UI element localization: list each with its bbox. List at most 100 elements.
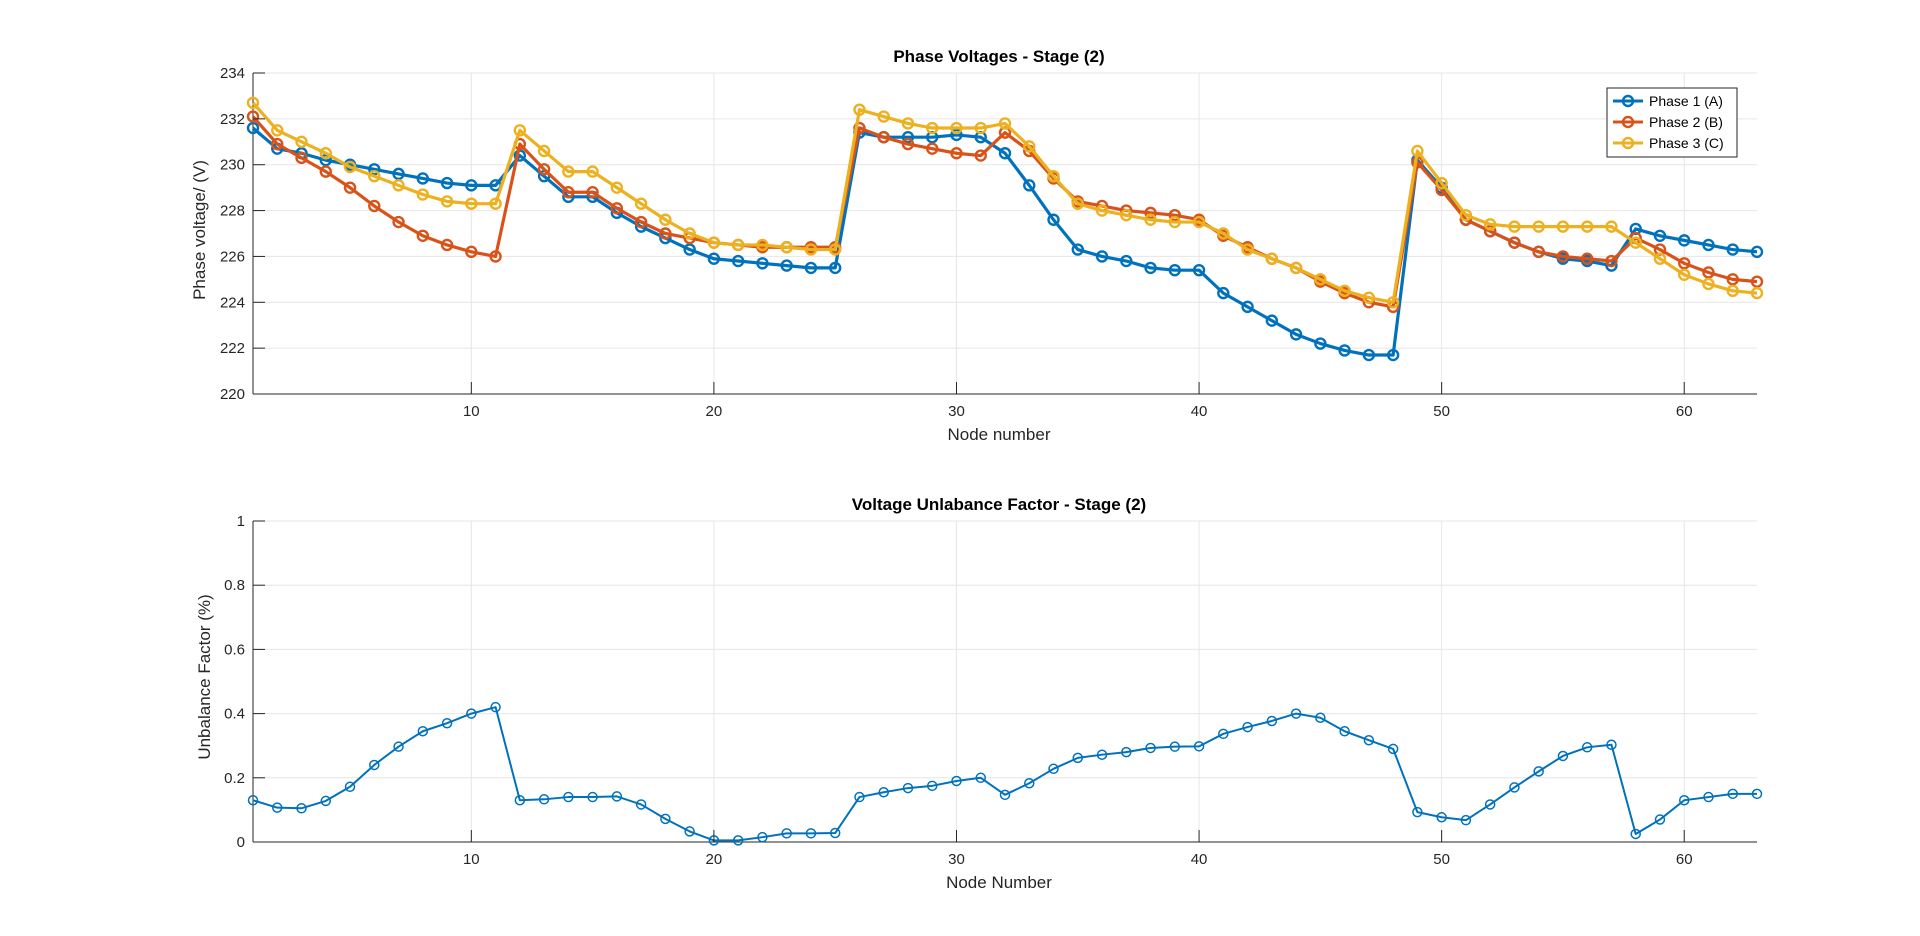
phase-voltages-y-tick-label: 220 — [220, 386, 245, 403]
unbalance-factor-x-tick-label: 60 — [1676, 851, 1693, 868]
phase-voltages-data-point — [489, 197, 502, 210]
phase-voltages-data-point — [1702, 238, 1715, 252]
phase-voltages-data-point — [537, 144, 551, 158]
phase-voltages-data-point — [343, 181, 357, 194]
unbalance-factor-data-point — [1606, 739, 1617, 750]
unbalance-factor-data-point — [1727, 788, 1738, 800]
phase-voltages-data-point — [634, 215, 648, 229]
phase-voltages-data-point — [1362, 348, 1376, 362]
phase-voltages-data-point — [901, 130, 915, 144]
unbalance-factor-data-point — [466, 708, 477, 719]
phase-voltages-data-point — [319, 165, 332, 178]
phase-voltages-series-phase-3-c — [246, 96, 1764, 309]
phase-voltages-data-point — [489, 250, 502, 263]
phase-voltages-data-point — [1265, 314, 1279, 327]
phase-voltages-y-tick-label: 224 — [220, 294, 245, 311]
phase-voltages-x-tick-label: 20 — [706, 403, 723, 420]
phase-voltages-data-point — [1726, 284, 1739, 298]
unbalance-factor-data-point — [1048, 763, 1059, 775]
phase-voltages-data-point — [1750, 286, 1764, 300]
phase-voltages-data-point — [1289, 328, 1303, 341]
phase-voltages-data-point — [1168, 215, 1182, 229]
phase-voltages-data-point — [1144, 206, 1157, 220]
phase-voltages-data-point — [901, 117, 915, 130]
phase-voltages-data-point — [1023, 179, 1036, 192]
phase-voltages-data-point — [1217, 286, 1230, 300]
phase-voltages-data-point — [1580, 220, 1594, 233]
phase-voltages-data-point — [926, 142, 939, 155]
phase-voltages-data-point — [1508, 220, 1521, 233]
unbalance-factor-data-point — [1363, 734, 1375, 746]
unbalance-factor-data-point — [1460, 814, 1472, 826]
phase-voltages-data-point — [1532, 245, 1545, 259]
phase-voltages-data-point — [683, 243, 696, 256]
unbalance-factor-data-point — [1290, 708, 1302, 719]
unbalance-factor-data-point — [1218, 728, 1229, 740]
phase-voltages-data-point — [610, 181, 624, 194]
phase-voltages-legend-marker — [1621, 115, 1635, 129]
phase-voltages-data-point — [1362, 291, 1376, 304]
phase-voltages-data-point — [465, 197, 478, 210]
unbalance-factor-data-point — [1315, 712, 1326, 724]
phase-voltages-data-point — [319, 153, 332, 167]
unbalance-factor-y-tick-label: 0.8 — [224, 577, 245, 594]
phase-voltages-data-point — [392, 179, 405, 192]
unbalance-factor-x-tick-label: 40 — [1191, 851, 1208, 868]
phase-voltages-y-axis-label: Phase voltage/ (V) — [190, 160, 209, 300]
phase-voltages-data-point — [1095, 250, 1109, 263]
unbalance-factor-data-point — [1412, 806, 1423, 818]
unbalance-factor-x-tick-label: 30 — [948, 851, 965, 868]
phase-voltages-data-point — [1023, 140, 1036, 153]
phase-voltages-data-point — [271, 137, 284, 151]
phase-voltages-data-point — [1726, 243, 1739, 256]
phase-voltages-data-point — [1338, 344, 1351, 357]
phase-voltages-data-point — [1047, 213, 1060, 226]
phase-voltages-data-point — [1483, 218, 1497, 231]
phase-voltages-x-tick-label: 40 — [1191, 403, 1208, 420]
phase-voltages-x-tick-label: 30 — [948, 403, 965, 420]
unbalance-factor-data-point — [805, 828, 817, 839]
phase-voltages-data-point — [1144, 261, 1157, 275]
unbalance-factor-data-point — [369, 759, 380, 771]
phase-voltages-legend-label: Phase 2 (B) — [1649, 114, 1723, 130]
phase-voltages-data-point — [416, 229, 430, 242]
unbalance-factor-data-point — [975, 772, 986, 784]
phase-voltages-data-point — [1265, 252, 1279, 265]
phase-voltages-data-point — [465, 179, 478, 192]
phase-voltages-legend-item: Phase 2 (B) — [1613, 114, 1723, 130]
phase-voltages-data-point — [562, 165, 575, 178]
phase-voltages-data-point — [1556, 250, 1570, 263]
unbalance-factor-data-point — [1484, 799, 1496, 810]
phase-voltages-legend-item: Phase 1 (A) — [1613, 93, 1723, 109]
phase-voltages-data-point — [1217, 227, 1230, 240]
unbalance-factor-data-point — [684, 826, 695, 837]
unbalance-factor-y-tick-label: 0.2 — [224, 770, 245, 787]
phase-voltages-data-point — [659, 213, 672, 226]
phase-voltages-data-point — [368, 163, 381, 176]
unbalance-factor-series-line — [252, 706, 1757, 842]
unbalance-factor-data-point — [1121, 746, 1132, 758]
phase-voltages-data-point — [1314, 273, 1327, 286]
unbalance-factor-data-point — [1387, 743, 1399, 755]
unbalance-factor-data-point — [902, 782, 914, 794]
unbalance-factor-data-point — [1509, 782, 1520, 793]
unbalance-factor-data-point — [611, 791, 623, 802]
phase-voltages-legend-label: Phase 1 (A) — [1649, 93, 1723, 109]
phase-voltages-axes — [252, 73, 1757, 395]
unbalance-factor-chart: 10 20 30 40 50 60 0 0.2 0.4 0.6 0.8 1 Voltage Unlab… — [195, 495, 1763, 892]
phase-voltages-legend-marker — [1621, 136, 1635, 150]
phase-voltages-data-point — [1120, 254, 1133, 268]
phase-voltages-data-point — [1168, 263, 1182, 277]
unbalance-factor-data-point — [1654, 814, 1666, 825]
unbalance-factor-title: Voltage Unlabance Factor - Stage (2) — [852, 495, 1146, 514]
unbalance-factor-x-tick-label: 10 — [463, 851, 480, 868]
phase-voltages-data-point — [974, 121, 987, 135]
phase-voltages-data-point — [1702, 266, 1715, 279]
unbalance-factor-data-point — [781, 828, 792, 839]
phase-voltages-data-point — [562, 186, 575, 199]
phase-voltages-data-point — [1435, 176, 1448, 190]
unbalance-factor-x-axis-label: Node Number — [946, 873, 1052, 892]
unbalance-factor-y-axis-label: Unbalance Factor (%) — [195, 594, 214, 759]
unbalance-factor-data-point — [1169, 741, 1181, 752]
unbalance-factor-axes — [252, 521, 1757, 843]
